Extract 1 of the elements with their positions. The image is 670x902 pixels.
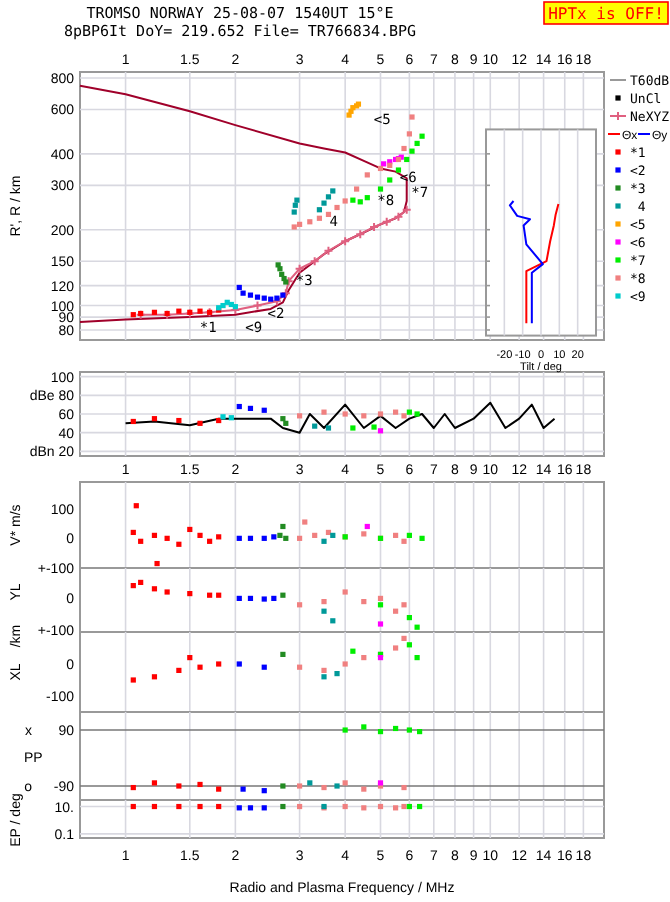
text: HPTx is OFF!: [548, 5, 664, 23]
